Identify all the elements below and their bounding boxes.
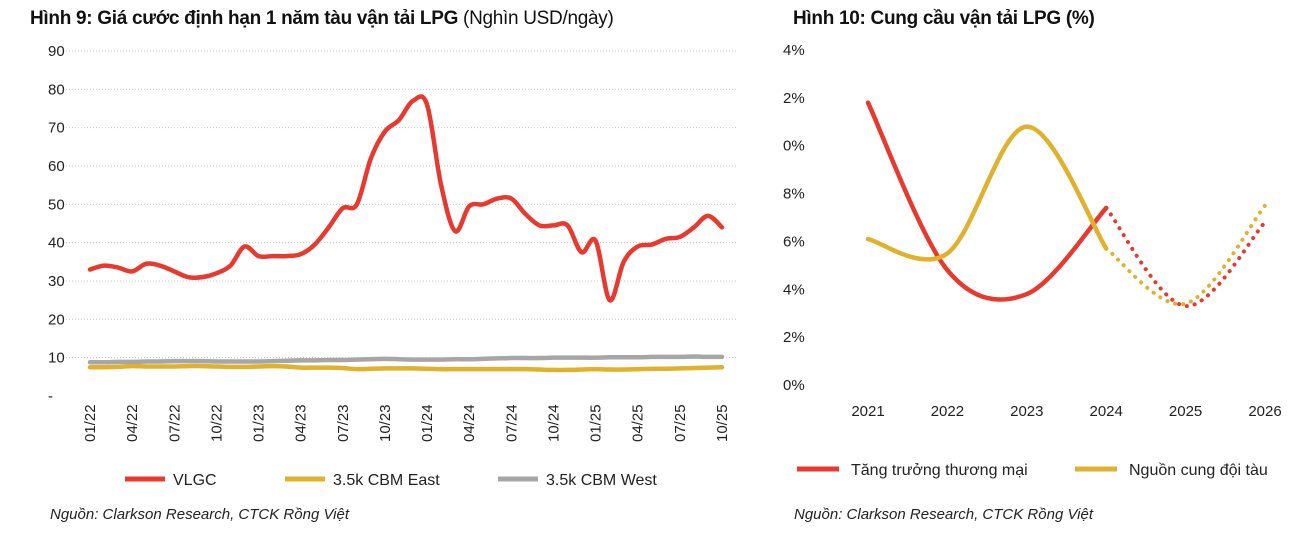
series-line-forecast xyxy=(1104,205,1267,309)
legend-label: Tăng trưởng thương mại xyxy=(851,462,1028,479)
x-tick-label: 10/24 xyxy=(545,404,562,442)
y-tick-label: 10 xyxy=(48,350,65,367)
series-line-actual xyxy=(865,100,1109,302)
y-tick-label: 6% xyxy=(783,233,805,250)
x-tick-label: 04/22 xyxy=(124,404,141,442)
y-tick-label: 8% xyxy=(783,186,805,203)
x-tick-label: 01/24 xyxy=(419,404,436,442)
x-tick-label: 10/25 xyxy=(714,404,731,442)
x-tick-label: 2021 xyxy=(851,403,884,420)
x-tick-label: 2026 xyxy=(1248,403,1281,420)
x-tick-label: 04/25 xyxy=(630,404,647,442)
series-line-forecast xyxy=(1104,203,1267,307)
series-line-3-5k-cbm-west xyxy=(87,354,725,365)
left-chart-title: Hình 9: Giá cước định hạn 1 năm tàu vận … xyxy=(30,8,614,30)
y-tick-label: 60 xyxy=(48,158,65,175)
legend-label: VLGC xyxy=(173,472,217,489)
x-tick-label: 07/25 xyxy=(672,404,689,442)
y-tick-label: 0% xyxy=(783,138,805,155)
title-text: Hình 9: Giá cước định hạn 1 năm tàu vận … xyxy=(30,8,459,29)
y-tick-label: 20 xyxy=(48,311,65,328)
series-line-actual xyxy=(865,124,1109,262)
series-line-vlgc xyxy=(87,94,725,303)
x-tick-label: 01/23 xyxy=(251,404,268,442)
left-source: Nguồn: Clarkson Research, CTCK Rồng Việt xyxy=(50,506,350,523)
series-line-3-5k-cbm-east xyxy=(87,363,725,373)
x-tick-label: 10/22 xyxy=(208,404,225,442)
x-tick-label: 01/25 xyxy=(588,404,605,442)
x-tick-label: 04/23 xyxy=(293,404,310,442)
x-tick-label: 2022 xyxy=(931,403,964,420)
x-tick-label: 07/22 xyxy=(166,404,183,442)
y-tick-label: 0% xyxy=(783,377,805,394)
unit-text: (Nghìn USD/ngày) xyxy=(458,8,614,29)
x-tick-label: 07/23 xyxy=(335,404,352,442)
y-tick-label: 2% xyxy=(783,90,805,107)
legend-label: Nguồn cung đội tàu xyxy=(1129,462,1268,479)
y-tick-label: 80 xyxy=(48,81,65,98)
legend-label: 3.5k CBM West xyxy=(546,472,657,489)
y-tick-label: 70 xyxy=(48,120,65,137)
y-tick-label: 50 xyxy=(48,196,65,213)
x-tick-label: 07/24 xyxy=(503,404,520,442)
y-tick-label: 4% xyxy=(783,281,805,298)
y-tick-label: - xyxy=(48,388,53,405)
x-tick-label: 01/22 xyxy=(82,404,99,442)
y-tick-label: 2% xyxy=(783,329,805,346)
x-tick-label: 10/23 xyxy=(377,404,394,442)
y-tick-label: 4% xyxy=(783,42,805,59)
y-tick-label: 40 xyxy=(48,235,65,252)
y-tick-label: 30 xyxy=(48,273,65,290)
x-tick-label: 04/24 xyxy=(461,404,478,442)
legend-label: 3.5k CBM East xyxy=(333,472,440,489)
right-chart-title: Hình 10: Cung cầu vận tải LPG (%) xyxy=(793,8,1095,29)
x-tick-label: 2023 xyxy=(1010,403,1043,420)
x-tick-label: 2024 xyxy=(1090,403,1123,420)
right-source: Nguồn: Clarkson Research, CTCK Rồng Việt xyxy=(794,506,1094,523)
x-tick-label: 2025 xyxy=(1169,403,1202,420)
y-tick-label: 90 xyxy=(48,43,65,60)
